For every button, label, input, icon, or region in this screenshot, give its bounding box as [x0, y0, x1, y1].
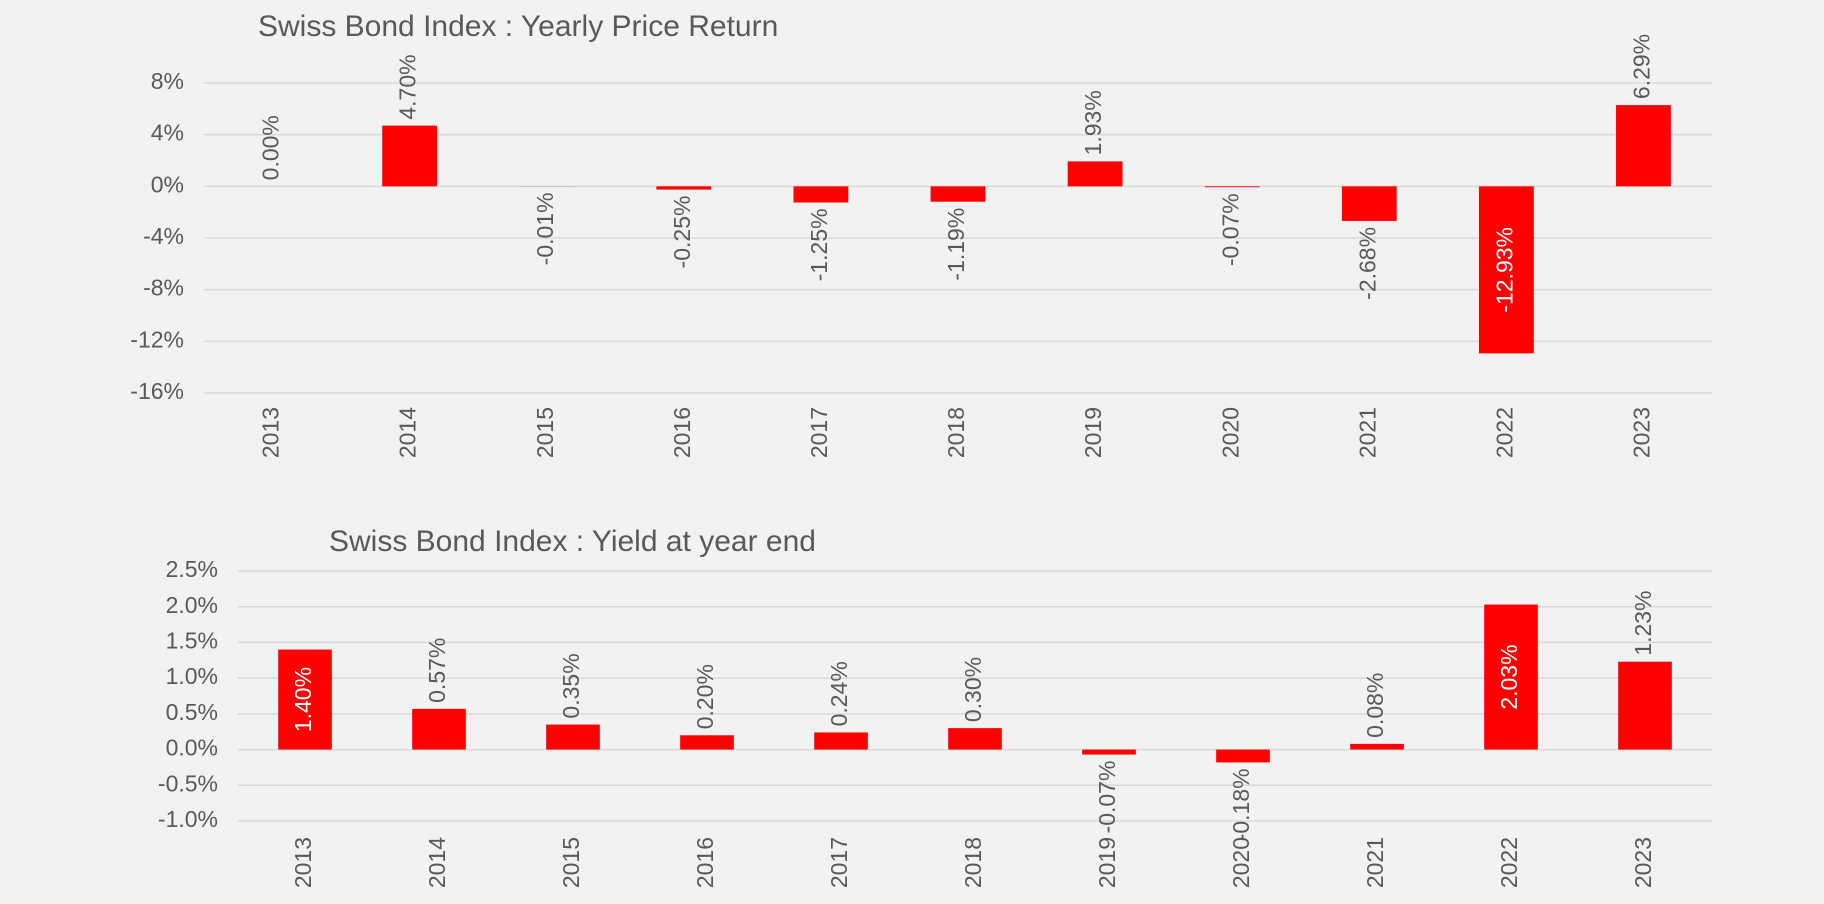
- bar: [546, 724, 600, 750]
- y-tick-label: 0%: [151, 171, 184, 197]
- y-tick-label: -0.5%: [158, 770, 218, 796]
- bar: [948, 728, 1002, 750]
- y-tick-label: 2.0%: [166, 592, 218, 618]
- chart-title: Swiss Bond Index : Yearly Price Return: [258, 10, 778, 43]
- x-tick-label: 2023: [1629, 407, 1655, 458]
- data-label: -12.93%: [1491, 227, 1517, 313]
- y-tick-label: -12%: [130, 326, 184, 352]
- bar: [930, 186, 986, 202]
- x-tick-label: 2014: [424, 837, 450, 888]
- x-tick-label: 2017: [806, 407, 832, 458]
- x-tick-label: 2023: [1630, 837, 1656, 888]
- x-tick-label: 2015: [558, 837, 584, 888]
- data-label: -2.68%: [1354, 227, 1380, 300]
- bar: [278, 649, 332, 750]
- x-tick-label: 2020: [1228, 837, 1254, 888]
- x-tick-label: 2022: [1491, 407, 1517, 458]
- bar: [1484, 604, 1538, 750]
- x-tick-label: 2021: [1362, 837, 1388, 888]
- data-label: 0.24%: [826, 661, 852, 726]
- bar: [1216, 749, 1270, 763]
- x-tick-label: 2019: [1094, 837, 1120, 888]
- data-label: 0.20%: [692, 664, 718, 729]
- data-label: 2.03%: [1496, 644, 1522, 709]
- chart-title: Swiss Bond Index : Yield at year end: [329, 525, 816, 558]
- bar: [382, 125, 438, 187]
- data-label: -0.07%: [1217, 193, 1243, 266]
- x-tick-label: 2013: [290, 837, 316, 888]
- y-tick-label: -1.0%: [158, 806, 218, 832]
- data-label: 0.00%: [258, 115, 284, 180]
- x-tick-label: 2015: [532, 407, 558, 458]
- y-tick-label: -16%: [130, 378, 184, 404]
- data-label: -0.01%: [532, 192, 558, 265]
- bar: [793, 186, 849, 203]
- data-label: -0.07%: [1094, 761, 1120, 834]
- bar: [1350, 743, 1404, 750]
- bar: [1204, 186, 1260, 188]
- y-tick-label: 8%: [151, 68, 184, 94]
- x-tick-label: 2019: [1080, 407, 1106, 458]
- data-label: 4.70%: [395, 54, 421, 119]
- x-tick-label: 2018: [960, 837, 986, 888]
- y-tick-label: 2.5%: [166, 556, 218, 582]
- x-tick-label: 2016: [669, 407, 695, 458]
- data-label: -0.18%: [1228, 768, 1254, 841]
- data-label: -1.25%: [806, 208, 832, 281]
- bar: [656, 186, 712, 190]
- x-tick-label: 2021: [1354, 407, 1380, 458]
- data-label: -0.25%: [669, 196, 695, 269]
- bar: [814, 732, 868, 750]
- y-tick-label: 0.5%: [166, 699, 218, 725]
- y-tick-label: 0.0%: [166, 735, 218, 761]
- x-tick-label: 2018: [943, 407, 969, 458]
- data-label: 0.08%: [1362, 673, 1388, 738]
- x-tick-label: 2017: [826, 837, 852, 888]
- data-label: 0.30%: [960, 657, 986, 722]
- data-label: 1.23%: [1630, 590, 1656, 655]
- y-tick-label: 1.0%: [166, 663, 218, 689]
- bar: [412, 708, 466, 750]
- y-tick-label: -4%: [143, 223, 184, 249]
- x-tick-label: 2013: [258, 407, 284, 458]
- data-label: 1.40%: [290, 667, 316, 732]
- bar: [680, 735, 734, 750]
- data-label: 0.35%: [558, 653, 584, 718]
- x-tick-label: 2014: [395, 407, 421, 458]
- bar: [1341, 186, 1397, 221]
- y-tick-label: 1.5%: [166, 628, 218, 654]
- data-label: 0.57%: [424, 638, 450, 703]
- data-label: -1.19%: [943, 208, 969, 281]
- x-tick-label: 2022: [1496, 837, 1522, 888]
- bar: [1067, 161, 1123, 187]
- x-tick-label: 2020: [1217, 407, 1243, 458]
- y-tick-label: 4%: [151, 120, 184, 146]
- data-label: 6.29%: [1629, 34, 1655, 99]
- bar: [1616, 105, 1671, 187]
- y-tick-label: -8%: [143, 275, 184, 301]
- bar: [1618, 661, 1672, 750]
- bar: [1478, 186, 1534, 354]
- data-label: 1.93%: [1080, 90, 1106, 155]
- x-tick-label: 2016: [692, 837, 718, 888]
- bar: [1082, 749, 1136, 755]
